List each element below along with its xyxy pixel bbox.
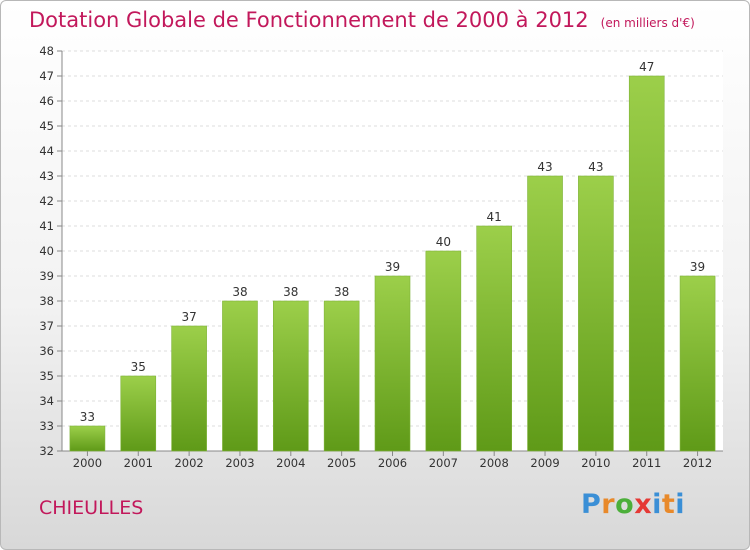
y-tick-label: 34 xyxy=(39,394,54,408)
labels: 32 33 34 35 36 37 38 39 40 41 42 43 44 45 46 47 48 33 2000… xyxy=(39,44,712,470)
bar xyxy=(679,275,716,452)
x-tick-label: 2005 xyxy=(327,456,356,470)
bar xyxy=(476,225,512,452)
logo-letter: o xyxy=(615,489,635,520)
x-tick-label: 2009 xyxy=(530,456,559,470)
bar xyxy=(628,75,665,452)
x-tick-label: 2002 xyxy=(174,456,203,470)
unit-note: (en milliers d'€) xyxy=(600,16,695,30)
x-tick-label: 2004 xyxy=(276,456,305,470)
data-label: 38 xyxy=(283,285,298,299)
bar xyxy=(578,175,614,452)
x-tick-label: 2010 xyxy=(581,456,610,470)
bar xyxy=(69,425,106,452)
data-label: 33 xyxy=(80,410,95,424)
bar xyxy=(171,325,207,452)
y-tick-label: 46 xyxy=(39,94,54,108)
y-tick-label: 39 xyxy=(39,269,54,283)
y-tick-label: 38 xyxy=(39,294,54,308)
bar xyxy=(527,175,563,452)
bar xyxy=(120,375,157,452)
y-tick-label: 41 xyxy=(39,219,54,233)
data-label: 41 xyxy=(487,210,502,224)
data-label: 39 xyxy=(385,260,400,274)
y-tick-label: 37 xyxy=(39,319,54,333)
y-tick-label: 36 xyxy=(39,344,54,358)
proxiti-logo: Proxiti xyxy=(581,489,685,520)
city-name: CHIEULLES xyxy=(39,497,144,519)
logo-letter: i xyxy=(675,489,686,520)
x-tick-label: 2007 xyxy=(429,456,458,470)
y-tick-label: 44 xyxy=(39,144,54,158)
x-tick-label: 2000 xyxy=(73,456,102,470)
x-tick-label: 2012 xyxy=(683,456,712,470)
data-label: 40 xyxy=(436,235,451,249)
bar xyxy=(425,250,462,452)
y-tick-label: 33 xyxy=(39,419,54,433)
data-label: 38 xyxy=(334,285,349,299)
logo-letter: x xyxy=(634,489,653,520)
title-text: Dotation Globale de Fonctionnement de 20… xyxy=(29,8,589,32)
data-label: 43 xyxy=(588,160,603,174)
bar xyxy=(273,300,309,452)
logo-letter: t xyxy=(661,489,676,520)
data-label: 37 xyxy=(181,310,196,324)
data-label: 47 xyxy=(639,60,654,74)
logo-letter: P xyxy=(581,489,602,520)
logo-letter: i xyxy=(652,489,662,520)
y-tick-label: 45 xyxy=(39,119,54,133)
data-label: 43 xyxy=(537,160,552,174)
bar xyxy=(374,275,411,452)
x-tick-label: 2001 xyxy=(124,456,153,470)
data-label: 35 xyxy=(131,360,146,374)
x-tick-label: 2008 xyxy=(480,456,509,470)
y-tick-label: 47 xyxy=(39,69,54,83)
y-tick-label: 48 xyxy=(39,44,54,58)
y-tick-label: 32 xyxy=(39,444,54,458)
y-tick-label: 40 xyxy=(39,244,54,258)
bars xyxy=(69,75,716,452)
logo-letter: r xyxy=(601,489,616,520)
bar xyxy=(222,300,258,452)
chart-title: Dotation Globale de Fonctionnement de 20… xyxy=(29,8,695,32)
data-label: 38 xyxy=(232,285,247,299)
y-tick-label: 42 xyxy=(39,194,54,208)
bar xyxy=(323,300,360,452)
x-tick-label: 2011 xyxy=(632,456,661,470)
x-tick-label: 2003 xyxy=(225,456,254,470)
x-tick-label: 2006 xyxy=(378,456,407,470)
data-label: 39 xyxy=(690,260,705,274)
y-tick-label: 35 xyxy=(39,369,54,383)
y-tick-label: 43 xyxy=(39,169,54,183)
